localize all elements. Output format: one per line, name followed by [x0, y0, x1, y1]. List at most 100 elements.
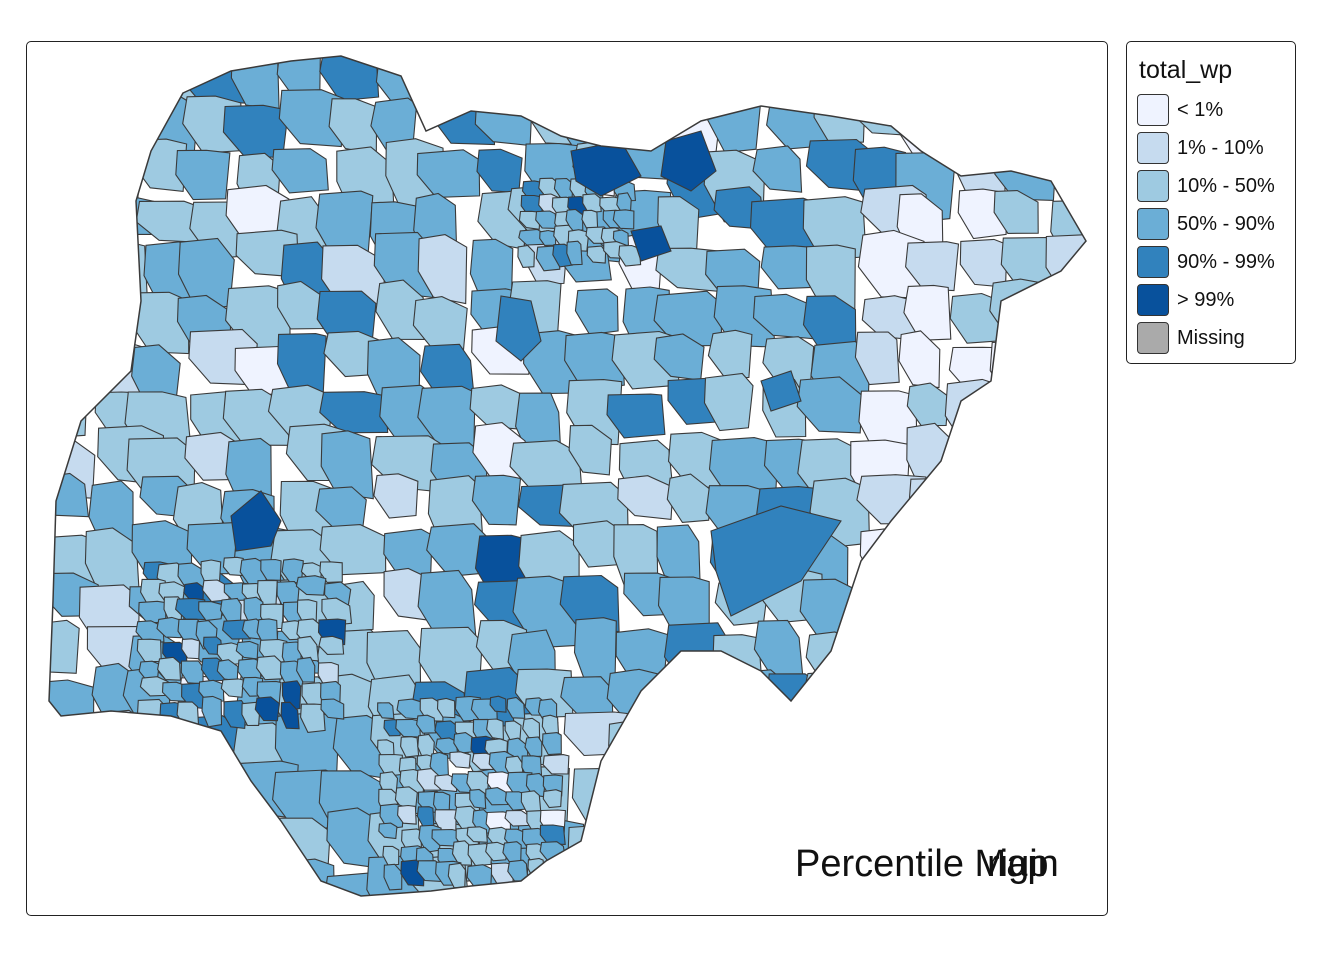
- legend-swatch: [1137, 322, 1169, 354]
- lga-region: [180, 854, 243, 896]
- legend-label: 1% - 10%: [1177, 137, 1264, 159]
- lga-region: [856, 777, 908, 823]
- lga-region: [260, 558, 282, 581]
- lga-region: [82, 88, 135, 142]
- lga-region: [436, 697, 456, 719]
- lga-region: [157, 656, 182, 681]
- lga-region: [703, 372, 754, 432]
- lga-region: [223, 700, 247, 730]
- lga-region: [1102, 136, 1109, 208]
- lga-region: [991, 481, 1047, 540]
- lga-region: [49, 154, 98, 205]
- lga-region: [49, 233, 99, 281]
- lga-region: [300, 703, 326, 733]
- lga-region: [796, 722, 858, 782]
- lga-region: [538, 864, 561, 884]
- lga-region: [541, 732, 562, 756]
- lga-region: [375, 279, 425, 340]
- lga-region: [941, 617, 1001, 662]
- lga-region: [156, 616, 183, 639]
- lga-region: [903, 284, 952, 341]
- lga-region: [49, 806, 97, 865]
- lga-region: [378, 822, 398, 840]
- lga-region: [49, 330, 93, 399]
- lga-region-high: [710, 505, 842, 617]
- lga-region: [861, 628, 929, 680]
- lga-region: [377, 702, 395, 720]
- lga-region: [319, 561, 343, 583]
- lga-region: [666, 473, 712, 523]
- legend-label: < 1%: [1177, 99, 1224, 121]
- legend-label: 10% - 50%: [1177, 175, 1275, 197]
- lga-region: [79, 56, 144, 109]
- lga-region: [383, 863, 403, 891]
- lga-region: [666, 56, 734, 107]
- lga-region: [1047, 777, 1086, 842]
- lga-region: [319, 391, 389, 434]
- lga-region: [280, 701, 300, 730]
- lga-region: [995, 435, 1064, 511]
- lga-region: [1039, 675, 1086, 734]
- lga-region: [412, 296, 468, 351]
- lga-region: [449, 751, 471, 769]
- lga-region: [996, 86, 1059, 132]
- lga-region: [416, 149, 481, 198]
- lga-region: [504, 720, 522, 741]
- lga-region: [955, 576, 1014, 626]
- lga-region: [74, 869, 136, 896]
- lga-region: [1045, 233, 1086, 301]
- legend-swatch: [1137, 132, 1169, 164]
- lga-region: [485, 787, 509, 806]
- lga-region: [489, 695, 507, 713]
- map-title: Percentile Map rigin: [795, 843, 1095, 889]
- lga-region: [959, 238, 1008, 288]
- lga-region: [241, 871, 285, 896]
- lga-region: [567, 823, 631, 874]
- lga-region: [513, 56, 564, 110]
- lga-region: [451, 840, 473, 866]
- lga-region: [318, 635, 345, 655]
- lga-region-high: [495, 295, 542, 362]
- lga-region: [895, 581, 948, 641]
- lga-region: [563, 711, 629, 757]
- lga-region: [955, 56, 1020, 93]
- lga-region: [703, 717, 753, 772]
- map-panel: [26, 41, 1108, 916]
- lga-region: [1008, 391, 1072, 453]
- lga-region: [567, 56, 612, 90]
- lga-region: [905, 241, 960, 292]
- legend-title: total_wp: [1139, 56, 1233, 84]
- lga-region: [49, 863, 107, 896]
- lga-region: [140, 858, 203, 896]
- lga-region: [1005, 674, 1065, 749]
- lga-region: [564, 331, 625, 391]
- legend-item-1-10: 1% - 10%: [1137, 132, 1292, 166]
- lga-region: [606, 393, 666, 439]
- lga-region: [397, 804, 417, 825]
- lga-region: [574, 288, 619, 336]
- lga-region: [1006, 522, 1058, 592]
- lga-region: [81, 283, 143, 334]
- lga-region: [201, 695, 223, 728]
- lga-region: [1096, 583, 1108, 631]
- lga-region: [618, 244, 642, 267]
- lga-region: [142, 724, 187, 790]
- legend-item-90-99: 90% - 99%: [1137, 246, 1292, 280]
- lga-region: [562, 859, 614, 896]
- lga-region: [764, 713, 834, 765]
- lga-region: [49, 56, 91, 103]
- lga-region: [382, 845, 400, 866]
- lga-region: [281, 858, 336, 896]
- lga-region: [476, 148, 523, 194]
- lga-region: [582, 193, 602, 213]
- lga-region: [617, 864, 673, 896]
- lga-region: [1094, 814, 1108, 860]
- lga-region: [320, 430, 374, 500]
- lga-region: [708, 819, 770, 874]
- lga-region: [175, 149, 231, 201]
- lga-region: [992, 762, 1048, 832]
- lga-region: [661, 813, 716, 863]
- country-outline: [48, 55, 1087, 897]
- lga-region: [992, 56, 1058, 100]
- lga-region: [132, 774, 177, 820]
